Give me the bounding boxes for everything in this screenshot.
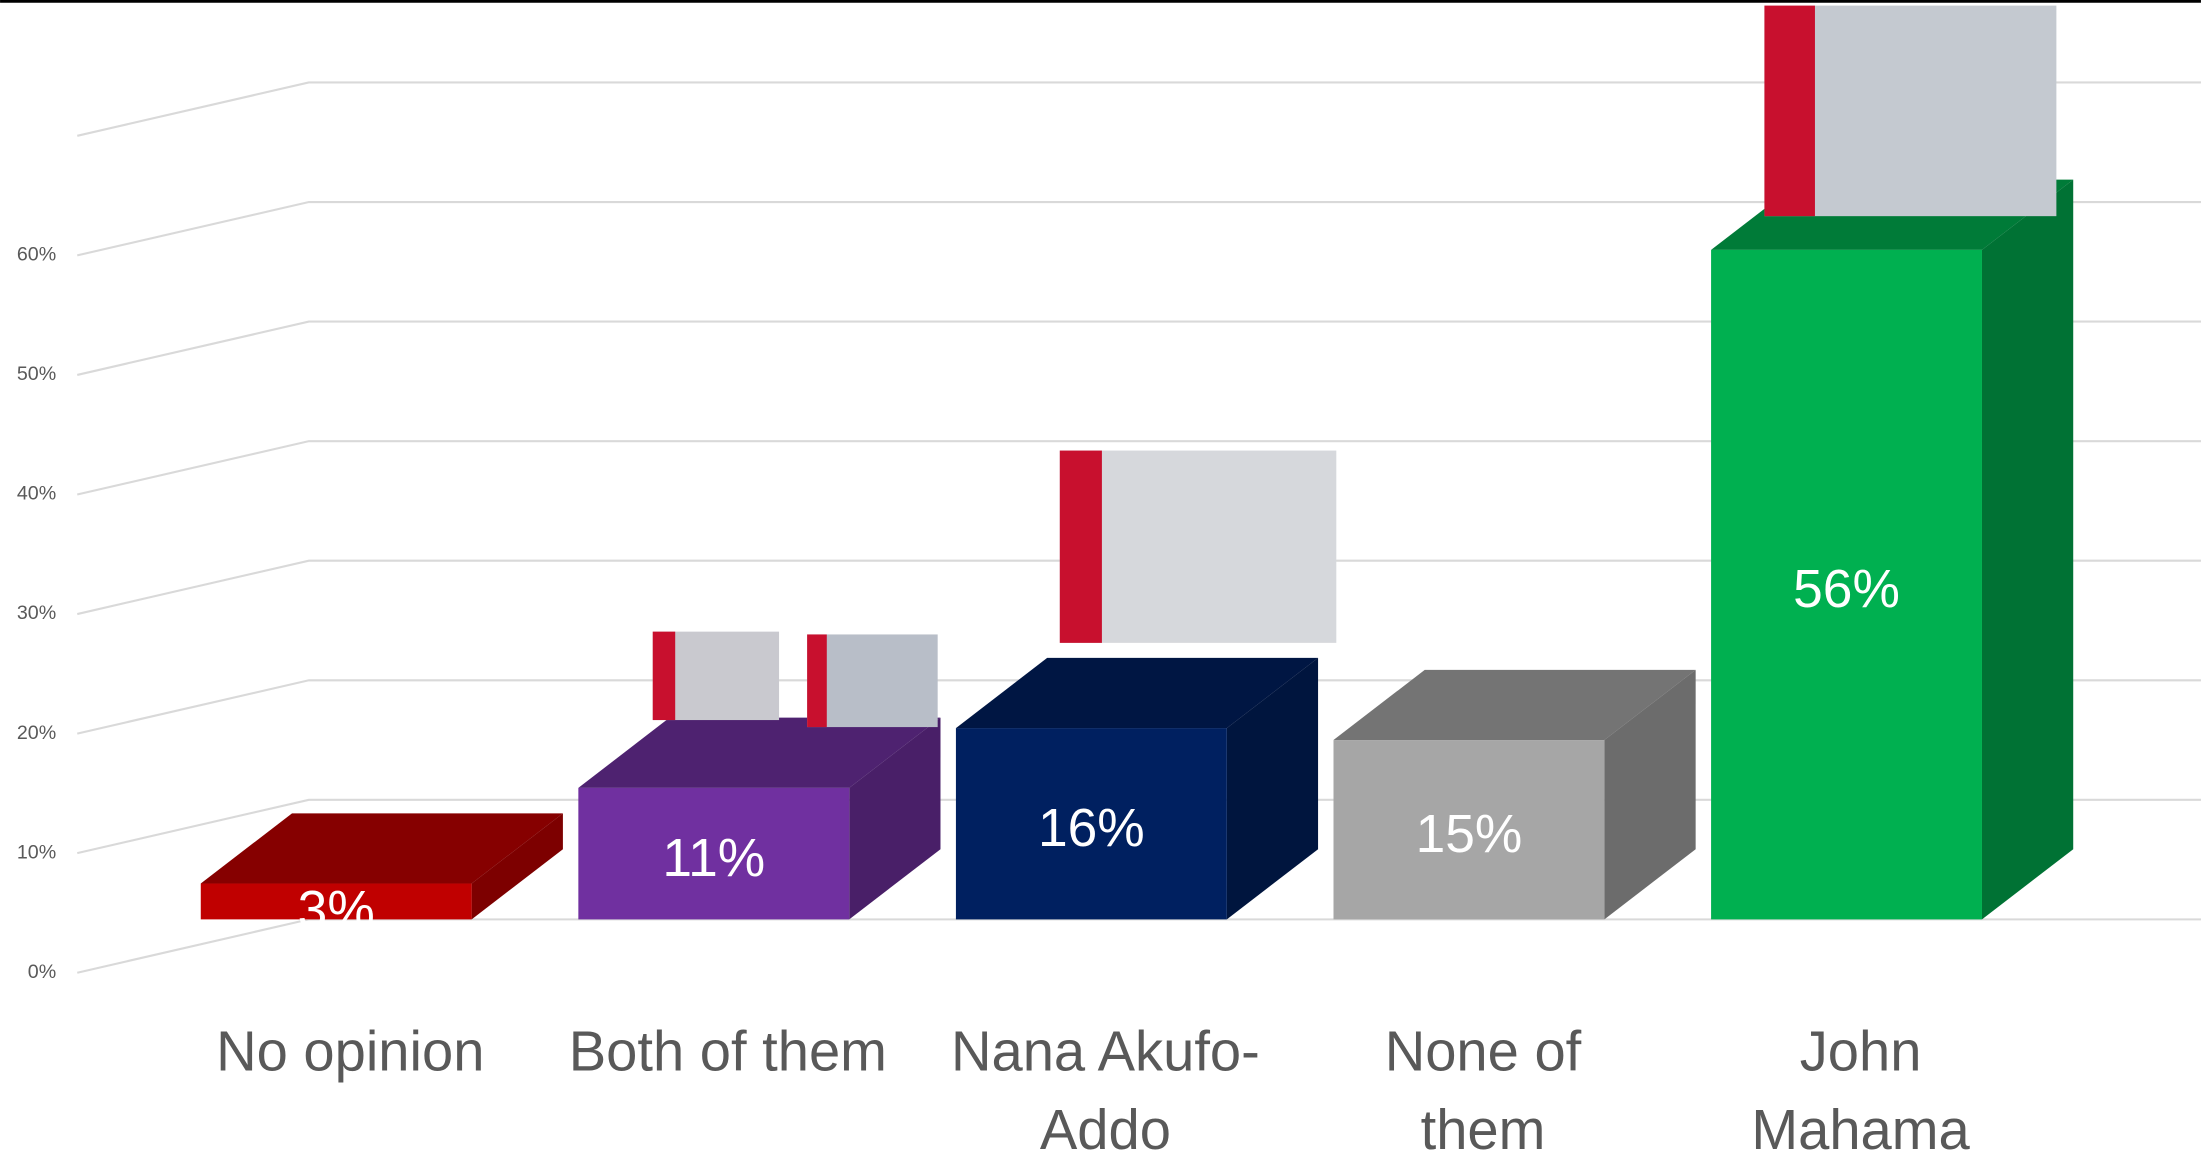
grid-line: [77, 320, 2201, 376]
bar-top: [955, 657, 1319, 729]
value-label: 16%: [1038, 799, 1145, 858]
bar-side: [1604, 669, 1696, 920]
grid-line: [77, 81, 2201, 137]
x-tick-label: Nana Akufo- Addo: [951, 1019, 1260, 1158]
y-tick-label: 50%: [17, 363, 56, 385]
bar-top: [200, 813, 563, 884]
y-tick-label: 20%: [17, 722, 56, 744]
photo-flag: [652, 631, 676, 721]
y-tick-label: 60%: [17, 244, 56, 266]
bar-top: [1333, 669, 1696, 741]
grid-line: [77, 440, 2201, 496]
value-label: 3%: [298, 881, 375, 940]
grid-line: [77, 918, 2201, 974]
x-tick-label-line: Nana Akufo-: [951, 1019, 1260, 1082]
y-tick-label: 0%: [28, 961, 56, 983]
x-tick-label-line: Addo: [1040, 1098, 1171, 1158]
grid-line: [77, 200, 2201, 257]
photo-flag: [807, 634, 827, 728]
bar-side: [471, 813, 563, 920]
y-tick-label: 10%: [17, 841, 56, 863]
bar: [1711, 249, 1982, 920]
value-label: 56%: [1793, 560, 1900, 619]
x-tick-label: None of them: [1385, 1019, 1582, 1158]
photos: [652, 5, 2057, 728]
bar: [1333, 740, 1605, 920]
x-tick-label-line: Mahama: [1751, 1098, 1970, 1158]
grid-line: [77, 559, 2201, 616]
bar: [955, 728, 1227, 920]
photo: [807, 634, 938, 728]
photo-flag: [1764, 5, 1815, 217]
bar: [578, 787, 850, 920]
y-tick-label: 30%: [17, 602, 56, 624]
photo-flag: [1059, 450, 1102, 643]
bar-top: [578, 717, 941, 788]
x-tick-label-line: John: [1800, 1019, 1922, 1082]
bar: [200, 883, 472, 920]
value-label: 11%: [662, 829, 765, 888]
bar-side: [1981, 179, 2074, 920]
x-tick-label: No opinion: [216, 1019, 484, 1082]
x-tick-label-line: them: [1421, 1098, 1546, 1158]
x-tick-label: Both of them: [569, 1019, 887, 1082]
bar-side: [849, 717, 941, 920]
value-label: 15%: [1416, 805, 1523, 864]
bar-side: [1226, 657, 1319, 920]
y-tick-label: 40%: [17, 483, 56, 505]
x-tick-label: John Mahama: [1751, 1019, 1970, 1158]
photo: [1059, 450, 1337, 643]
x-tick-label-line: None of: [1385, 1019, 1582, 1082]
